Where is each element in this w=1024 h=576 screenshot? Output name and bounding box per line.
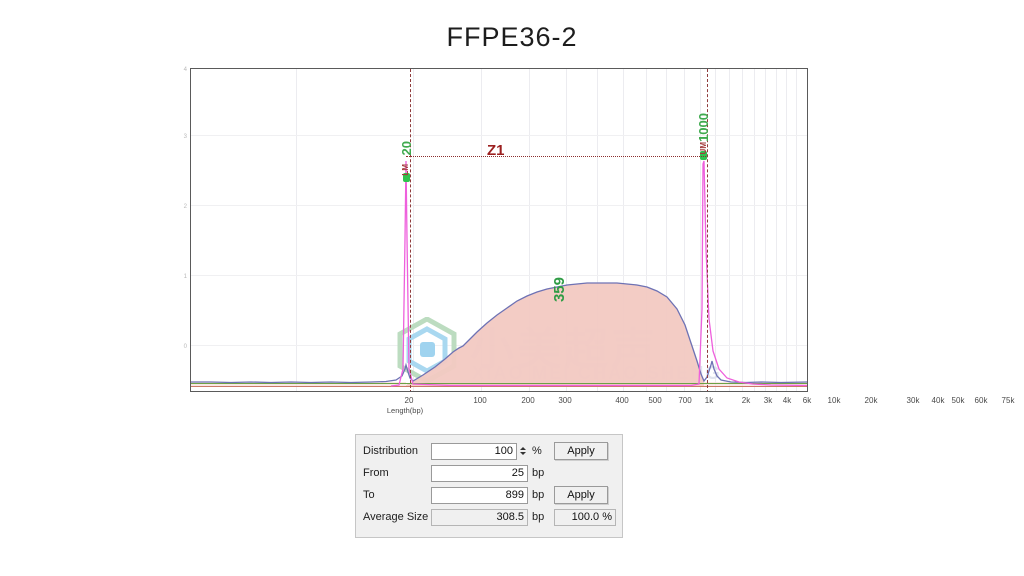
lower-marker-dot[interactable] [403, 173, 410, 182]
distribution-input[interactable]: 100 [431, 442, 517, 460]
grid-line [776, 69, 777, 391]
grid-line [296, 69, 297, 391]
to-apply-button[interactable]: Apply [554, 486, 608, 504]
x-axis-title: Length(bp) [386, 406, 424, 415]
from-label: From [363, 467, 389, 479]
grid-line [191, 135, 807, 136]
grid-line [646, 69, 647, 391]
x-tick: 20 [404, 396, 414, 405]
y-tick: 3 [183, 134, 187, 140]
electropherogram-trace [191, 282, 807, 384]
page-title: FFPE36-2 [446, 22, 578, 52]
upper-marker-sublabel: UM [699, 142, 708, 155]
grid-line [765, 69, 766, 391]
distribution-unit: % [532, 445, 542, 457]
from-row: From 25 bp [363, 462, 616, 484]
grid-line [742, 69, 743, 391]
plot-frame: 小美超声 XIAO MEI CHAO SHENG Z1 [190, 68, 808, 392]
peak-size-label: 359 [551, 277, 568, 303]
lower-marker-sublabel: LM [401, 164, 410, 176]
to-row: To 899 bp Apply [363, 484, 616, 506]
y-tick: 0 [183, 344, 187, 350]
average-size-unit: bp [532, 511, 545, 523]
average-size-label: Average Size [363, 511, 429, 523]
grid-line [623, 69, 624, 391]
x-tick: 200 [521, 396, 535, 405]
x-tick: 1k [704, 396, 714, 405]
grid-line [481, 69, 482, 391]
grid-line [729, 69, 730, 391]
grid-line [754, 69, 755, 391]
upper-marker-dashed-line [707, 69, 708, 391]
x-tick: 20k [864, 396, 878, 405]
to-unit: bp [532, 489, 545, 501]
grid-line [191, 275, 807, 276]
grid-line [566, 69, 567, 391]
y-tick: 2 [183, 204, 187, 210]
x-tick: 2k [741, 396, 751, 405]
grid-line [597, 69, 598, 391]
grid-line [700, 69, 701, 391]
grid-line [715, 69, 716, 391]
x-tick: 40k [931, 396, 945, 405]
x-tick: 50k [951, 396, 965, 405]
grid-line [666, 69, 667, 391]
to-input[interactable]: 899 [431, 486, 528, 504]
grid-line [529, 69, 530, 391]
region-fill [406, 283, 704, 386]
x-tick: 400 [615, 396, 629, 405]
y-tick: 1 [183, 274, 187, 280]
x-tick: 6k [802, 396, 812, 405]
distribution-panel: Distribution 100 % Apply From 25 bp To 8… [355, 434, 623, 538]
region-z1-label: Z1 [487, 142, 505, 159]
x-tick: 3k [763, 396, 773, 405]
grid-line [684, 69, 685, 391]
electropherogram-plot[interactable]: 小美超声 XIAO MEI CHAO SHENG Z1 [190, 68, 808, 392]
distribution-label: Distribution [363, 445, 419, 457]
region-z1-line [406, 156, 706, 157]
x-tick: 300 [558, 396, 572, 405]
average-size-value: 308.5 [431, 508, 528, 526]
from-unit: bp [532, 467, 545, 479]
x-tick: 4k [782, 396, 792, 405]
average-size-row: Average Size 308.5 bp 100.0 % [363, 506, 616, 528]
average-size-percent: 100.0 % [554, 508, 616, 526]
distribution-row: Distribution 100 % Apply [363, 440, 616, 462]
upper-marker-label: 1000 [696, 113, 711, 142]
grid-line [796, 69, 797, 391]
x-tick: 75k [1001, 396, 1015, 405]
grid-line [786, 69, 787, 391]
y-axis: 4 3 2 1 0 [176, 60, 189, 400]
to-label: To [363, 489, 375, 501]
x-tick: 500 [648, 396, 662, 405]
trace-svg [191, 160, 807, 388]
x-tick: 30k [906, 396, 920, 405]
lower-marker-dashed-line [410, 69, 411, 391]
grid-line [191, 205, 807, 206]
x-tick: 10k [827, 396, 841, 405]
upper-marker-dot[interactable] [700, 151, 707, 160]
distribution-apply-button[interactable]: Apply [554, 442, 608, 460]
from-input[interactable]: 25 [431, 464, 528, 482]
grid-line [413, 69, 414, 391]
x-axis: 20 100 200 300 400 500 700 1k 2k 3k 4k 6… [190, 396, 1015, 415]
lower-marker-label: 20 [399, 141, 414, 156]
x-tick: 700 [678, 396, 692, 405]
x-tick: 60k [974, 396, 988, 405]
x-tick: 100 [473, 396, 487, 405]
y-tick: 4 [183, 67, 187, 73]
distribution-stepper[interactable] [518, 444, 527, 459]
